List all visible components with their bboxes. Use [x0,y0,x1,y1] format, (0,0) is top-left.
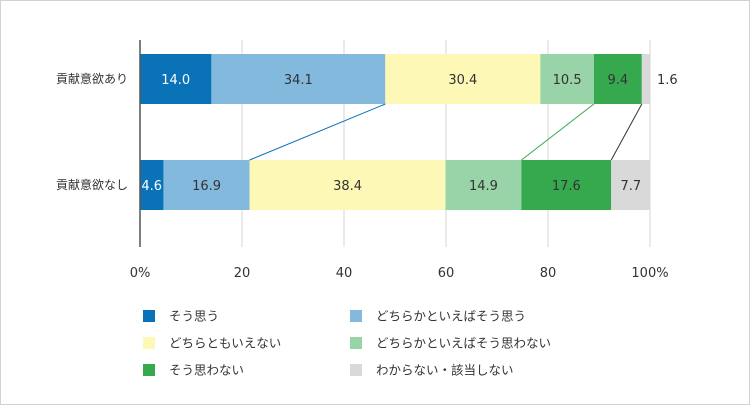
legend-label: そう思わない [169,363,244,378]
legend-label: そう思う [169,309,219,324]
bar-segment [540,54,594,104]
bar-segment [641,54,650,104]
legend-label: どちらともいえない [169,336,281,351]
value-label: 16.9 [192,179,221,194]
legend-label: どちらかといえばそう思う [376,309,526,324]
legend-swatch [143,337,155,349]
bar-segment [140,160,164,210]
value-label: 9.4 [608,73,629,88]
legend-swatch [350,310,362,322]
x-tick-label: 40 [336,266,353,281]
bar-segment [593,54,642,104]
value-label: 7.7 [621,179,642,194]
value-label: 34.1 [284,73,313,88]
value-label: 14.0 [161,73,190,88]
bar-segment [249,160,446,210]
x-tick-label: 0% [130,266,151,281]
x-tick-label: 60 [438,266,455,281]
connector-line [610,103,643,161]
bar-segment [211,54,386,104]
value-label: 10.5 [553,73,582,88]
bar-segment [163,160,250,210]
connector-line [249,103,386,161]
legend-label: わからない・該当しない [376,363,514,378]
legend-label: どちらかといえばそう思わない [376,336,551,351]
bar-segment [521,160,612,210]
x-tick-label: 80 [540,266,557,281]
legend-swatch [350,364,362,376]
value-label: 1.6 [657,73,678,88]
value-label: 30.4 [448,73,477,88]
bar-segment [445,160,522,210]
bar-segment [385,54,541,104]
connector-line [521,103,595,161]
bar-segment [611,160,651,210]
value-label: 38.4 [333,179,362,194]
legend-swatch [143,364,155,376]
category-label: 貢献意欲あり [56,71,128,86]
category-label: 貢献意欲なし [56,177,128,192]
value-label: 17.6 [552,179,581,194]
x-tick-label: 100% [631,266,668,281]
legend-swatch [350,337,362,349]
value-label: 4.6 [141,179,162,194]
x-tick-label: 20 [234,266,251,281]
bar-segment [140,54,212,104]
value-label: 14.9 [469,179,498,194]
legend-swatch [143,310,155,322]
